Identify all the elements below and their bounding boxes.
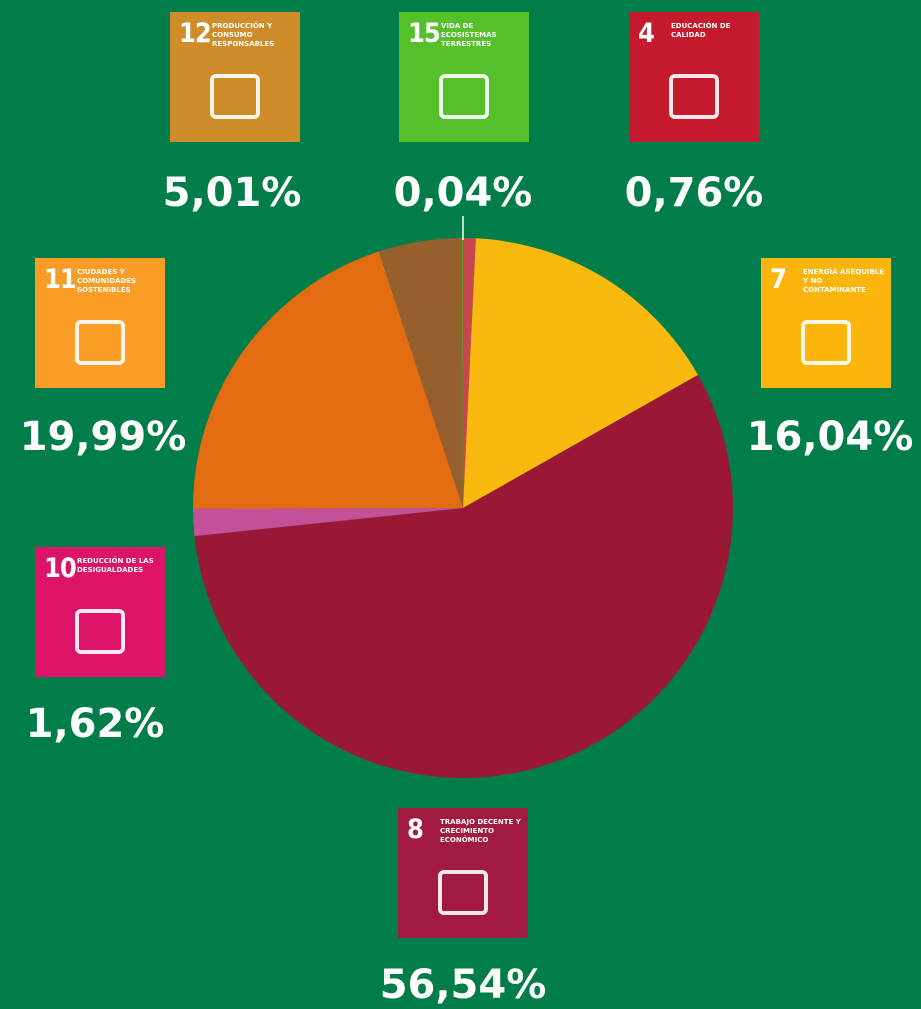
goal-glyph	[669, 74, 719, 119]
sdg-icon: 7 ENERGÍA ASEQUIBLE Y NO CONTAMINANTE	[761, 258, 891, 388]
pie-slice	[462, 238, 463, 508]
sdg-icon: 4 EDUCACIÓN DE CALIDAD	[629, 12, 759, 142]
goal-number: 12	[179, 18, 212, 49]
pie-slice	[463, 238, 476, 508]
sdg-icon: 10 REDUCCIÓN DE LAS DESIGUALDADES	[35, 547, 165, 677]
value-label: 5,01%	[162, 170, 302, 216]
goal-title: ENERGÍA ASEQUIBLE Y NO CONTAMINANTE	[803, 268, 885, 294]
goal-glyph	[75, 320, 125, 365]
sdg-icon: 15 VIDA DE ECOSISTEMAS TERRESTRES	[399, 12, 529, 142]
goal-glyph	[210, 74, 260, 119]
value-label: 19,99%	[19, 414, 187, 460]
goal-glyph	[75, 609, 125, 654]
pie-slice	[193, 508, 463, 537]
pie-slice	[378, 238, 463, 508]
value-label: 1,62%	[25, 701, 165, 747]
value-label: 0,04%	[393, 170, 533, 216]
goal-title: VIDA DE ECOSISTEMAS TERRESTRES	[441, 22, 497, 48]
goal-title: REDUCCIÓN DE LAS DESIGUALDADES	[77, 557, 154, 574]
goal-title: EDUCACIÓN DE CALIDAD	[671, 22, 731, 39]
goal-number: 15	[408, 18, 441, 49]
value-label: 56,54%	[379, 962, 547, 1008]
goal-number: 10	[44, 553, 77, 584]
value-label: 16,04%	[746, 414, 914, 460]
goal-title: TRABAJO DECENTE Y CRECIMIENTO ECONÓMICO	[440, 818, 521, 844]
sdg-icon: 12 PRODUCCIÓN Y CONSUMO RESPONSABLES	[170, 12, 300, 142]
value-label: 0,76%	[624, 170, 764, 216]
sdg-icon: 11 CIUDADES Y COMUNIDADES SOSTENIBLES	[35, 258, 165, 388]
pie-slice	[192, 251, 463, 509]
pie-slice	[463, 238, 698, 508]
pie-slice	[194, 374, 733, 779]
goal-number: 8	[407, 814, 424, 845]
goal-number: 7	[770, 264, 787, 295]
goal-number: 11	[44, 264, 77, 295]
goal-title: CIUDADES Y COMUNIDADES SOSTENIBLES	[77, 268, 137, 294]
goal-title: PRODUCCIÓN Y CONSUMO RESPONSABLES	[212, 22, 275, 48]
goal-glyph	[439, 74, 489, 119]
sdg-icon: 8 TRABAJO DECENTE Y CRECIMIENTO ECONÓMICO	[398, 808, 528, 938]
goal-number: 4	[638, 18, 655, 49]
goal-glyph	[438, 870, 488, 915]
goal-glyph	[801, 320, 851, 365]
